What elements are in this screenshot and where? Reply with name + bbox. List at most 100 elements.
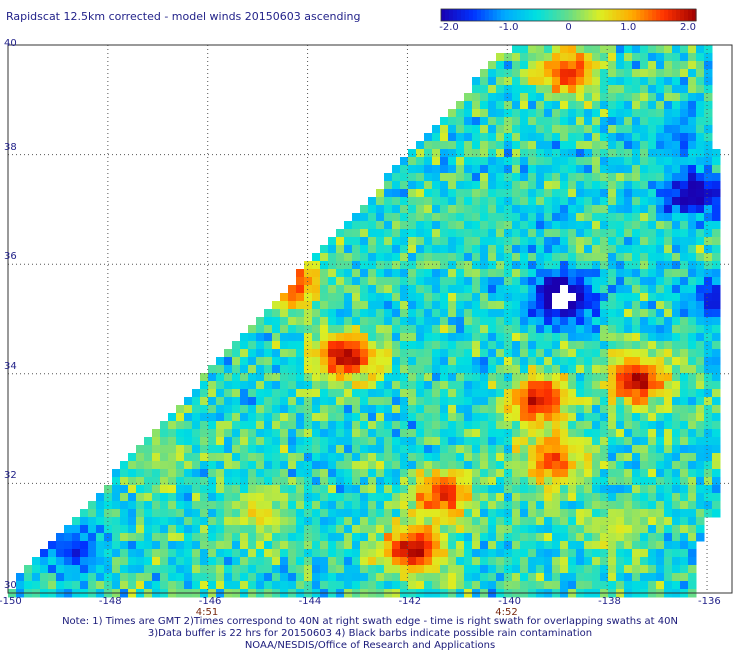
swath-cell — [640, 173, 649, 182]
swath-cell — [704, 85, 713, 94]
swath-cell — [560, 397, 569, 406]
swath-cell — [392, 517, 401, 526]
swath-cell — [96, 501, 105, 510]
swath-cell — [488, 181, 497, 190]
swath-cell — [592, 213, 601, 222]
swath-cell — [384, 309, 393, 318]
swath-cell — [224, 445, 233, 454]
swath-cell — [472, 141, 481, 150]
swath-cell — [520, 77, 529, 86]
swath-cell — [280, 309, 289, 318]
swath-cell — [672, 509, 681, 518]
swath-cell — [424, 277, 433, 286]
swath-cell — [480, 349, 489, 358]
swath-cell — [136, 557, 145, 566]
swath-cell — [504, 309, 513, 318]
swath-cell — [408, 173, 417, 182]
swath-cell — [440, 301, 449, 310]
swath-cell — [688, 133, 697, 142]
swath-cell — [304, 581, 313, 590]
swath-cell — [520, 581, 529, 590]
swath-cell — [504, 173, 513, 182]
swath-cell — [480, 557, 489, 566]
swath-cell — [592, 421, 601, 430]
swath-cell — [592, 453, 601, 462]
swath-cell — [320, 581, 329, 590]
swath-cell — [336, 293, 345, 302]
swath-cell — [464, 581, 473, 590]
swath-cell — [672, 549, 681, 558]
swath-cell — [488, 509, 497, 518]
swath-cell — [448, 205, 457, 214]
swath-cell — [560, 53, 569, 62]
swath-cell — [432, 565, 441, 574]
swath-cell — [384, 197, 393, 206]
swath-cell — [464, 189, 473, 198]
swath-cell — [536, 109, 545, 118]
swath-cell — [456, 149, 465, 158]
swath-cell — [608, 325, 617, 334]
swath-cell — [488, 429, 497, 438]
swath-cell — [648, 477, 657, 486]
swath-cell — [536, 285, 545, 294]
swath-cell — [688, 445, 697, 454]
swath-cell — [376, 221, 385, 230]
swath-cell — [632, 69, 641, 78]
swath-cell — [280, 365, 289, 374]
swath-cell — [536, 205, 545, 214]
swath-cell — [616, 253, 625, 262]
swath-cell — [224, 421, 233, 430]
swath-cell — [656, 165, 665, 174]
swath-cell — [696, 461, 705, 470]
swath-cell — [432, 469, 441, 478]
swath-cell — [656, 493, 665, 502]
swath-cell — [464, 341, 473, 350]
swath-cell — [552, 165, 561, 174]
swath-cell — [400, 581, 409, 590]
swath-cell — [72, 557, 81, 566]
swath-cell — [712, 245, 721, 254]
swath-cell — [632, 309, 641, 318]
swath-cell — [456, 453, 465, 462]
swath-cell — [360, 277, 369, 286]
swath-cell — [512, 293, 521, 302]
swath-cell — [448, 405, 457, 414]
swath-cell — [256, 373, 265, 382]
swath-cell — [256, 517, 265, 526]
swath-cell — [472, 229, 481, 238]
swath-cell — [648, 333, 657, 342]
swath-cell — [392, 349, 401, 358]
swath-cell — [704, 237, 713, 246]
colorbar-segment — [536, 9, 542, 21]
swath-cell — [616, 157, 625, 166]
swath-cell — [360, 413, 369, 422]
swath-cell — [576, 205, 585, 214]
swath-cell — [240, 557, 249, 566]
swath-cell — [440, 533, 449, 542]
swath-cell — [168, 413, 177, 422]
swath-cell — [432, 365, 441, 374]
swath-cell — [464, 421, 473, 430]
swath-cell — [592, 285, 601, 294]
swath-cell — [432, 349, 441, 358]
swath-cell — [536, 181, 545, 190]
swath-cell — [672, 261, 681, 270]
swath-cell — [584, 293, 593, 302]
swath-cell — [120, 509, 129, 518]
swath-cell — [448, 253, 457, 262]
swath-cell — [176, 421, 185, 430]
swath-cell — [464, 357, 473, 366]
swath-cell — [464, 533, 473, 542]
swath-cell — [592, 349, 601, 358]
swath-cell — [688, 421, 697, 430]
swath-cell — [400, 285, 409, 294]
swath-cell — [400, 437, 409, 446]
swath-cell — [112, 469, 121, 478]
swath-cell — [664, 365, 673, 374]
swath-cell — [544, 109, 553, 118]
swath-cell — [712, 381, 721, 390]
swath-cell — [640, 541, 649, 550]
swath-cell — [392, 357, 401, 366]
swath-cell — [416, 549, 425, 558]
swath-cell — [488, 333, 497, 342]
